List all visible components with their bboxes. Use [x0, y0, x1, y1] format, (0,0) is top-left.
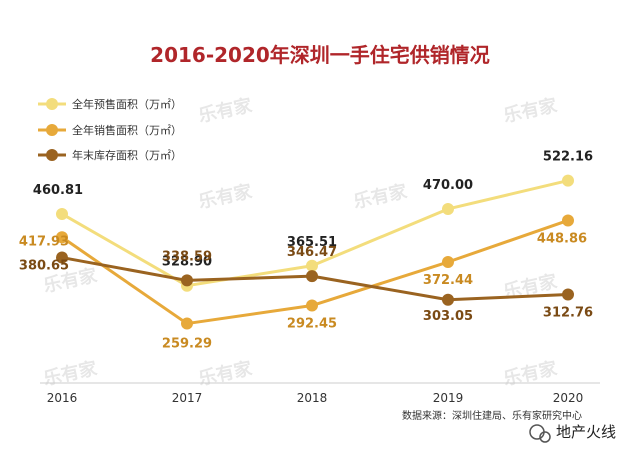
- data-label-inventory: 380.65: [19, 259, 69, 274]
- x-tick-label: 2018: [297, 391, 328, 405]
- data-label-sales: 372.44: [423, 273, 473, 288]
- data-point-presale: [56, 207, 68, 220]
- data-point-inventory: [442, 293, 454, 306]
- data-point-inventory: [56, 251, 68, 264]
- legend-item: 全年预售面积（万㎡）: [38, 97, 182, 111]
- watermark: 乐有家: [196, 357, 254, 390]
- data-point-sales: [56, 231, 68, 244]
- watermark: 乐有家: [196, 94, 254, 127]
- data-label-sales: 417.93: [19, 234, 69, 249]
- x-tick-label: 2020: [553, 391, 584, 405]
- data-label-presale: 365.51: [287, 235, 337, 250]
- watermark: 乐有家: [351, 180, 409, 213]
- x-tick-label: 2019: [433, 391, 464, 405]
- data-point-inventory: [306, 270, 318, 283]
- data-label-inventory: 338.59: [162, 249, 212, 264]
- legend-label-sales: 全年销售面积（万㎡）: [72, 123, 182, 137]
- legend-marker-sales: [46, 124, 58, 136]
- watermark: 乐有家: [196, 180, 254, 213]
- data-point-inventory: [181, 274, 193, 287]
- wechat-icon: [529, 424, 545, 440]
- watermarks: 乐有家 乐有家 乐有家 乐有家 乐有家 乐有家 乐有家 乐有家 乐有家: [41, 94, 559, 390]
- data-label-inventory: 312.76: [543, 305, 593, 320]
- legend-marker-inventory: [46, 149, 58, 161]
- footer-brand: 地产火线: [529, 423, 616, 443]
- data-label-presale: 328.90: [162, 255, 212, 270]
- legend: 全年预售面积（万㎡） 全年销售面积（万㎡） 年末库存面积（万㎡）: [38, 97, 182, 162]
- legend-item: 全年销售面积（万㎡）: [38, 123, 182, 137]
- data-label-sales: 292.45: [287, 317, 337, 332]
- chart-title: 2016-2020年深圳一手住宅供销情况: [150, 43, 490, 67]
- data-label-inventory: 346.47: [287, 245, 337, 260]
- data-point-presale: [442, 202, 454, 215]
- legend-item: 年末库存面积（万㎡）: [38, 148, 182, 162]
- data-label-sales: 448.86: [537, 231, 587, 246]
- data-point-sales: [306, 299, 318, 312]
- data-point-sales: [442, 256, 454, 269]
- data-point-presale: [562, 174, 574, 187]
- data-label-sales: 259.29: [162, 337, 212, 352]
- watermark: 乐有家: [501, 357, 559, 390]
- watermark: 乐有家: [501, 94, 559, 127]
- data-labels: 460.81 328.90 365.51 470.00 522.16 417.93 259.…: [19, 150, 593, 352]
- source-note: 数据来源：深圳住建局、乐有家研究中心: [402, 409, 582, 422]
- series-points: [56, 174, 574, 330]
- wechat-icon-dot: [539, 431, 551, 443]
- x-axis-ticks: 2016 2017 2018 2019 2020: [47, 391, 584, 405]
- data-label-presale: 522.16: [543, 150, 593, 165]
- data-point-sales: [562, 214, 574, 227]
- legend-label-inventory: 年末库存面积（万㎡）: [72, 148, 182, 162]
- x-tick-label: 2017: [172, 391, 203, 405]
- watermark: 乐有家: [41, 357, 99, 390]
- data-point-sales: [181, 317, 193, 330]
- data-label-presale: 470.00: [423, 178, 473, 193]
- account-name: 地产火线: [556, 423, 616, 441]
- legend-label-presale: 全年预售面积（万㎡）: [72, 97, 182, 111]
- data-point-presale: [306, 259, 318, 272]
- legend-marker-presale: [46, 98, 58, 110]
- data-point-inventory: [562, 288, 574, 301]
- x-tick-label: 2016: [47, 391, 78, 405]
- data-label-presale: 460.81: [33, 183, 83, 198]
- data-label-inventory: 303.05: [423, 309, 473, 324]
